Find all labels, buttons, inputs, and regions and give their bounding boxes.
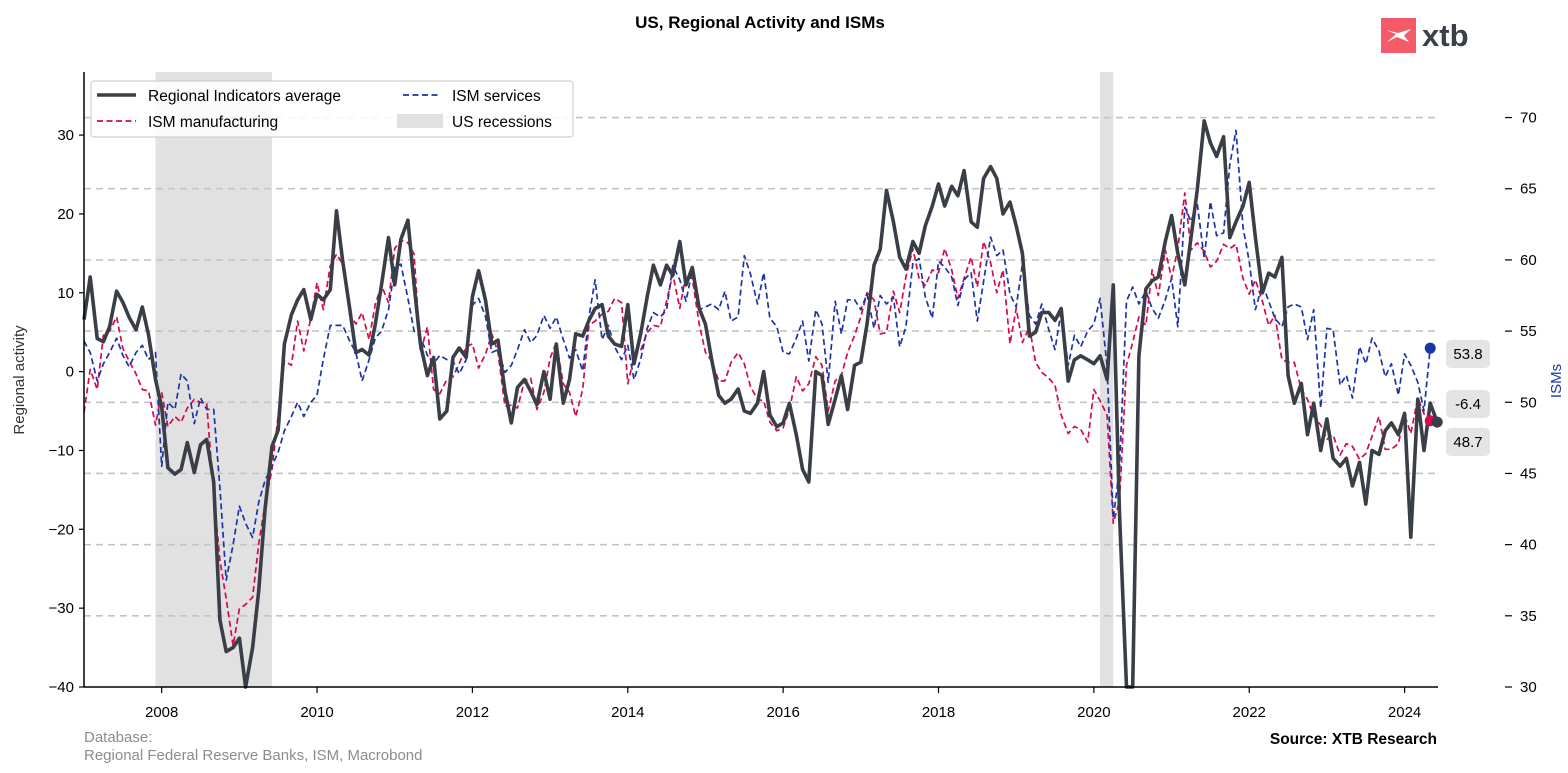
- right-tick-label: 40: [1520, 537, 1537, 554]
- right-tick-label: 70: [1520, 110, 1537, 127]
- left-tick-label: 30: [57, 127, 74, 144]
- end-labels: 53.8 -6.4 48.7: [1446, 340, 1490, 456]
- series-layer: [82, 119, 1439, 689]
- x-tick-label: 2010: [300, 704, 333, 721]
- legend-label-recessions: US recessions: [452, 114, 552, 131]
- left-tick-label: 20: [57, 206, 74, 223]
- footer-database: Database: Regional Federal Reserve Banks…: [84, 729, 423, 765]
- right-axis-ticks: 70 65 60 55 50 45 40 35 30: [1505, 110, 1537, 696]
- end-label-manufacturing: 48.7: [1453, 434, 1482, 451]
- right-tick-label: 45: [1520, 465, 1537, 482]
- series-line-ism-manufacturing: [83, 192, 1431, 647]
- end-marker-regional: [1431, 416, 1443, 428]
- left-tick-label: −40: [49, 679, 74, 696]
- legend-swatch-recessions: [397, 114, 443, 128]
- right-tick-label: 65: [1520, 181, 1537, 198]
- right-axis-label: ISMs: [1548, 364, 1565, 398]
- legend-label-services: ISM services: [452, 88, 541, 105]
- left-tick-label: 10: [57, 285, 74, 302]
- end-label-services-box: [1446, 340, 1490, 368]
- left-tick-label: 0: [66, 364, 74, 381]
- legend: Regional Indicators average ISM services…: [90, 80, 574, 138]
- x-tick-label: 2024: [1388, 704, 1421, 721]
- end-marker-ism-services: [1424, 342, 1436, 354]
- x-axis-ticks: 2008 2010 2012 2014 2016 2018 2020 2022 2024: [145, 687, 1421, 721]
- chart-title: US, Regional Activity and ISMs: [635, 13, 885, 32]
- series-line-regional: [82, 119, 1439, 689]
- footer-source: Source: XTB Research: [1269, 731, 1437, 748]
- left-tick-label: −30: [49, 600, 74, 617]
- legend-frame: [90, 80, 574, 138]
- x-tick-label: 2018: [922, 704, 955, 721]
- end-label-services: 53.8: [1453, 346, 1482, 363]
- x-tick-label: 2016: [766, 704, 799, 721]
- xtb-logo-icon: [1381, 18, 1416, 53]
- gridlines: [84, 116, 1438, 617]
- x-tick-label: 2012: [456, 704, 489, 721]
- footer-database-label: Database:: [84, 729, 153, 746]
- recession-band: [155, 72, 272, 687]
- legend-label-manufacturing: ISM manufacturing: [148, 114, 278, 131]
- series-line-ism-services: [83, 129, 1432, 582]
- x-tick-label: 2020: [1077, 704, 1110, 721]
- left-tick-label: −20: [49, 521, 74, 538]
- end-label-manufacturing-box: [1446, 428, 1490, 456]
- xtb-logo: xtb: [1381, 18, 1469, 53]
- right-tick-label: 30: [1520, 679, 1537, 696]
- right-tick-label: 50: [1520, 394, 1537, 411]
- x-tick-label: 2022: [1233, 704, 1266, 721]
- legend-label-regional: Regional Indicators average: [148, 88, 341, 105]
- right-tick-label: 60: [1520, 252, 1537, 269]
- x-tick-label: 2008: [145, 704, 178, 721]
- end-label-regional: -6.4: [1455, 396, 1481, 413]
- xtb-logo-text: xtb: [1422, 18, 1469, 53]
- left-tick-label: −10: [49, 442, 74, 459]
- end-markers: [1424, 342, 1443, 428]
- x-tick-label: 2014: [611, 704, 644, 721]
- recession-bands: [155, 72, 1114, 687]
- left-axis-label: Regional activity: [11, 325, 28, 435]
- left-axis-ticks: 30 20 10 0 −10 −20 −30 −40: [49, 127, 84, 696]
- right-tick-label: 55: [1520, 323, 1537, 340]
- end-label-regional-box: [1446, 390, 1490, 418]
- right-tick-label: 35: [1520, 608, 1537, 625]
- footer-database-sources: Regional Federal Reserve Banks, ISM, Mac…: [84, 747, 423, 764]
